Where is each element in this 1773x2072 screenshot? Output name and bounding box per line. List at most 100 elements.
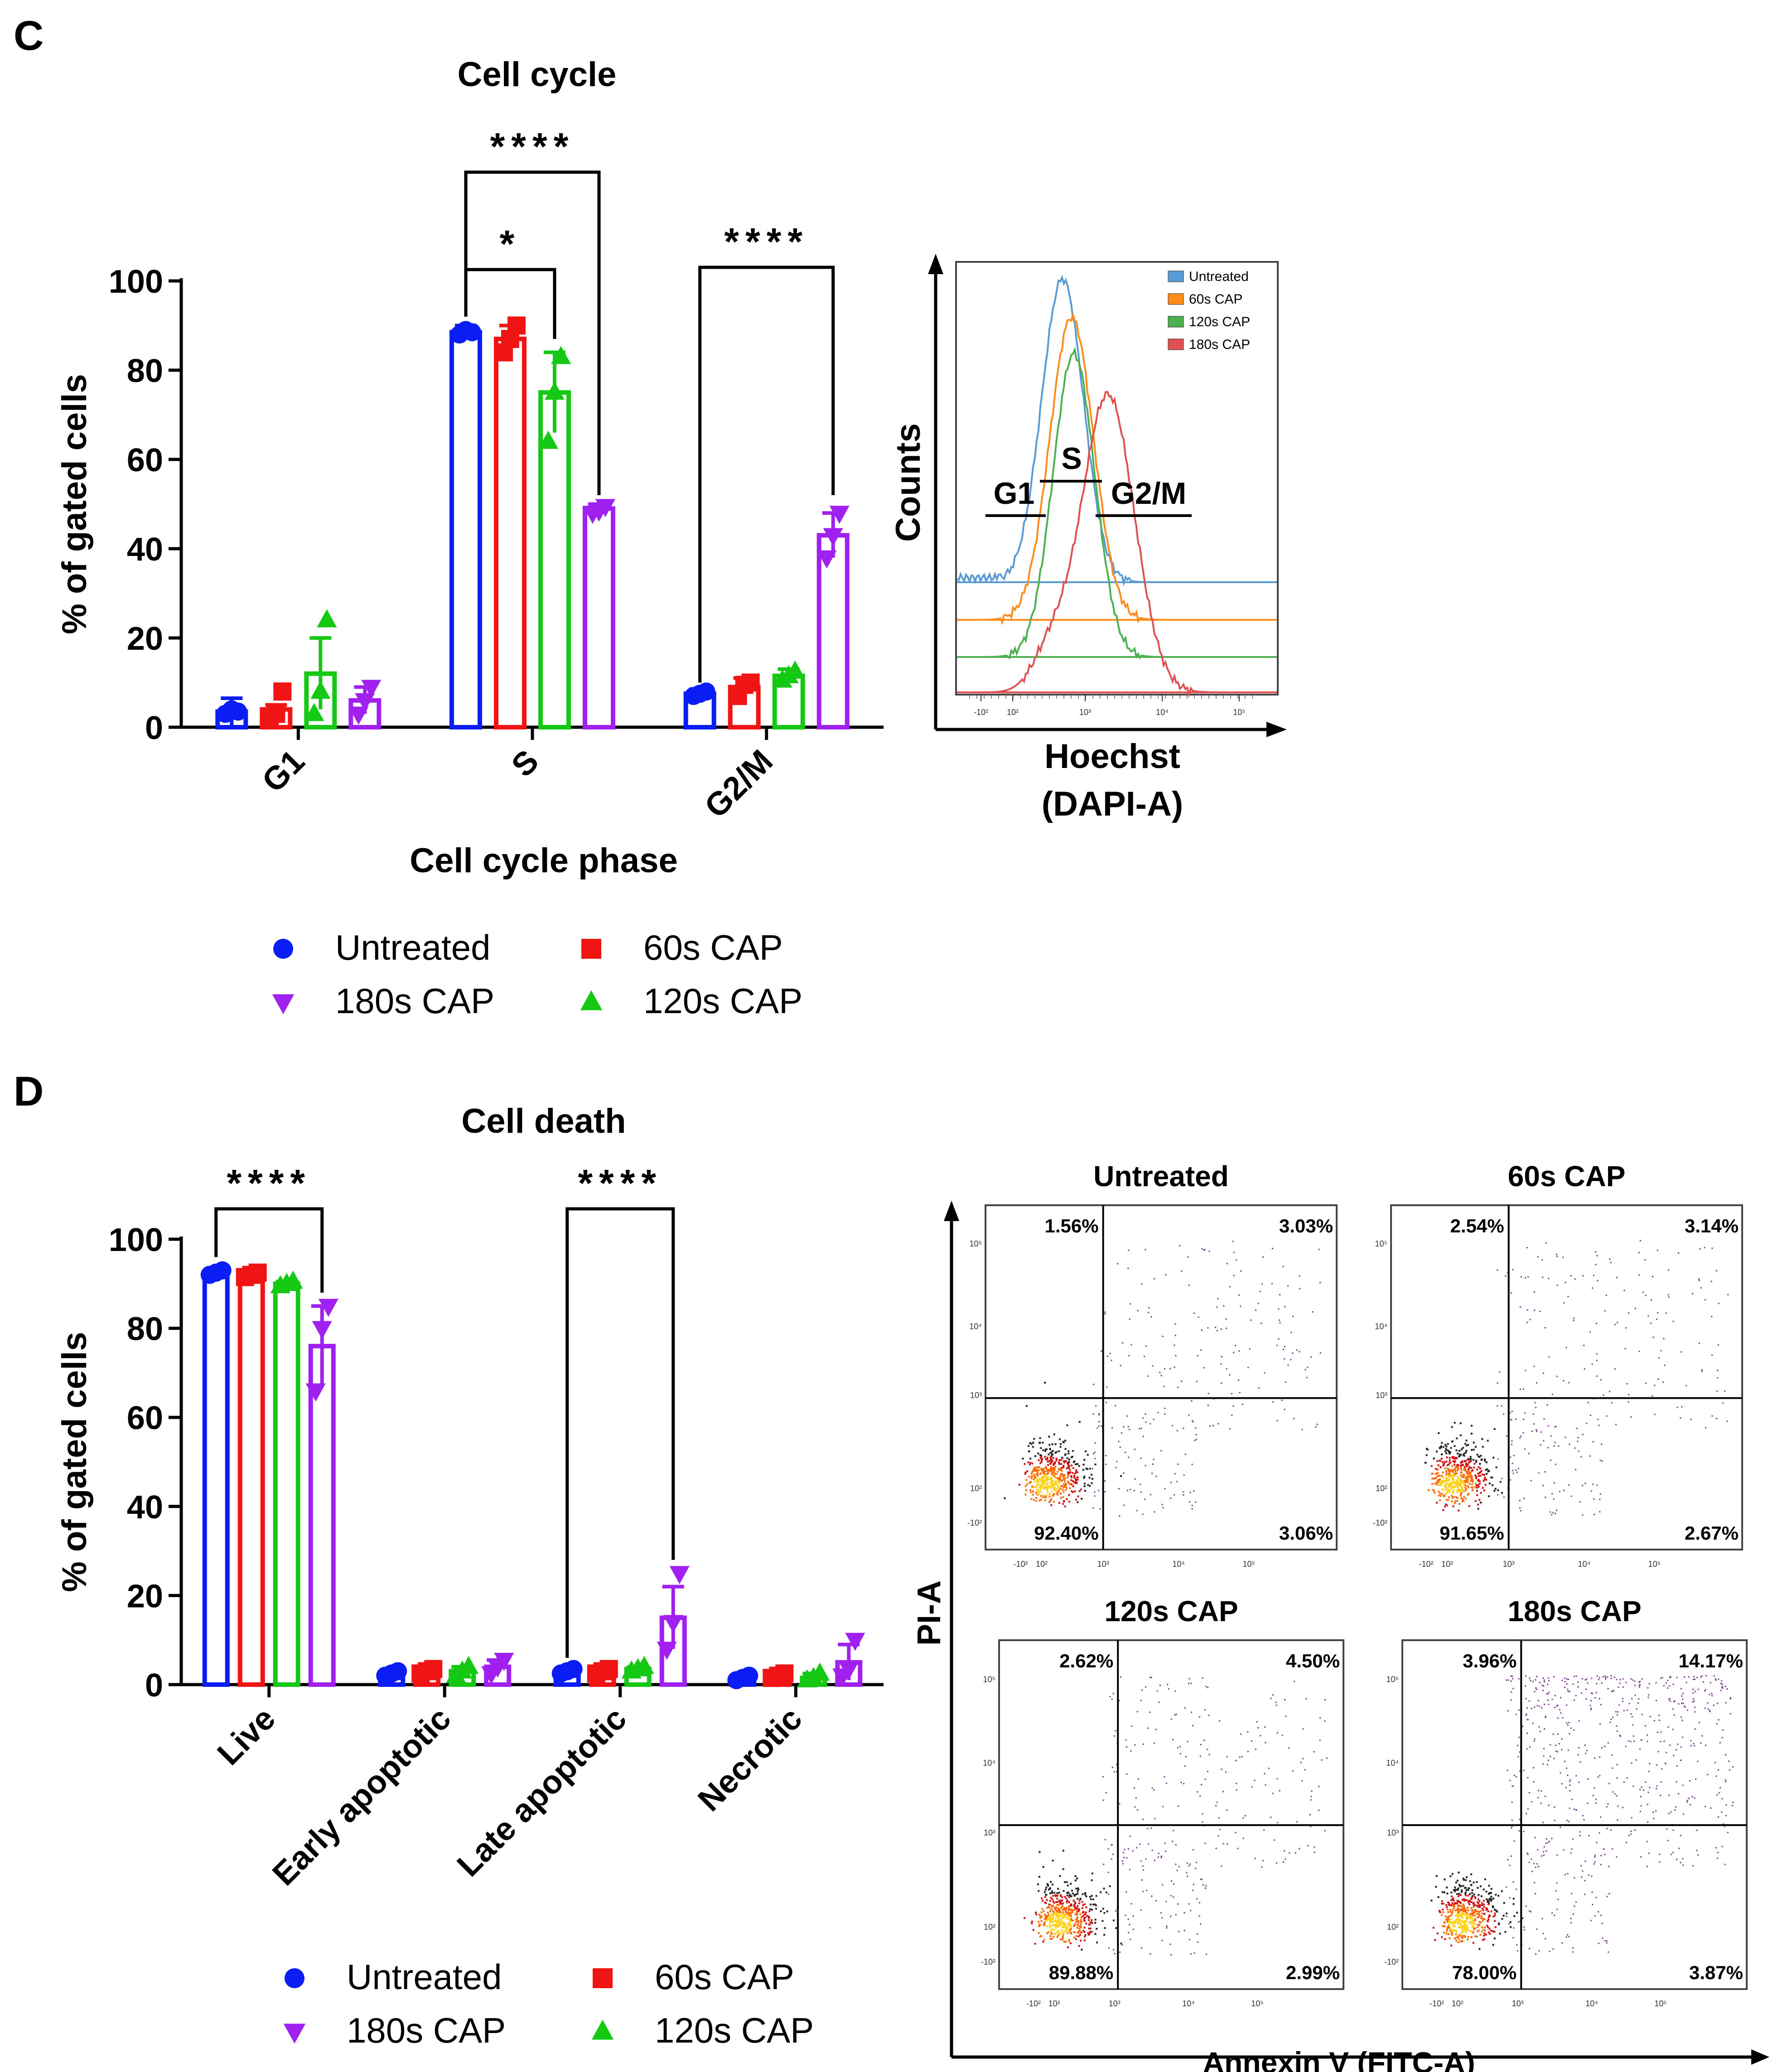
flow-dot — [1443, 1891, 1445, 1893]
flow-dot — [1049, 1482, 1052, 1484]
flow-dot — [1439, 1459, 1441, 1462]
flow-dot — [1051, 1478, 1053, 1480]
flow-dot — [1071, 1490, 1073, 1492]
flow-dot — [1077, 1476, 1079, 1478]
flow-dot-purple — [1605, 1294, 1607, 1296]
flow-dot — [1478, 1900, 1481, 1902]
flow-dot — [1435, 1886, 1437, 1888]
flow-dot — [1464, 1935, 1466, 1937]
flow-dot-purple — [1543, 1846, 1545, 1848]
flow-dot — [1442, 1481, 1444, 1483]
flow-dot — [1079, 1913, 1082, 1916]
flow-dot-purple — [1533, 1882, 1535, 1884]
flow-dot-purple — [1527, 1309, 1528, 1311]
flow-dot — [1042, 1449, 1044, 1451]
flow-dot-purple — [1705, 1806, 1706, 1807]
flow-dot-purple — [1565, 1704, 1567, 1706]
flow-dot — [1449, 1451, 1451, 1454]
flow-dot-purple — [1221, 1865, 1222, 1867]
flow-dot-purple — [1647, 1734, 1648, 1736]
flow-dot-purple — [1161, 1917, 1163, 1919]
flow-dot — [1442, 1446, 1444, 1448]
flow-dot-purple — [1628, 1835, 1630, 1836]
flow-dot-purple — [1521, 1276, 1522, 1278]
flow-dot-purple — [1174, 1494, 1175, 1496]
flow-dot-purple — [1607, 1742, 1609, 1744]
flow-dot-purple — [1637, 1702, 1639, 1704]
flow-dot — [1467, 1477, 1469, 1479]
flow-x-tick-label: -10² — [1419, 1560, 1433, 1569]
flow-dot-purple — [1567, 1678, 1569, 1680]
flow-dot-purple — [1646, 1866, 1648, 1868]
flow-dot — [1042, 1471, 1044, 1473]
flow-dot — [1472, 1920, 1474, 1922]
flow-dot-purple — [1597, 1280, 1599, 1281]
flow-dot-purple — [1242, 1404, 1244, 1405]
flow-dot-purple — [1523, 1497, 1525, 1499]
flow-dot — [1485, 1909, 1488, 1911]
flow-dot-purple — [1691, 1293, 1693, 1294]
flow-dot-purple — [1137, 1809, 1139, 1811]
flow-dot — [1032, 1446, 1034, 1448]
flow-dot — [1063, 1478, 1066, 1480]
flow-dot-purple — [1538, 1726, 1540, 1728]
flow-dot — [1068, 1913, 1070, 1915]
flow-dot — [1441, 1903, 1443, 1905]
flow-dot — [1440, 1495, 1442, 1497]
flow-dot — [1473, 1914, 1476, 1917]
flow-dot — [1449, 1909, 1451, 1911]
flow-dot-purple — [1542, 1484, 1544, 1486]
flow-dot — [1084, 1893, 1087, 1896]
cell-cycle-data-point — [348, 706, 369, 725]
flow-dot-purple — [1537, 1797, 1539, 1798]
flow-dot-purple — [1592, 1483, 1594, 1485]
flow-dot — [1458, 1934, 1460, 1937]
histogram-x-label-unit: (DAPI-A) — [1042, 785, 1183, 823]
flow-dot — [1060, 1467, 1063, 1469]
flow-dot — [1030, 1481, 1032, 1483]
flow-dot-purple — [1170, 1915, 1172, 1917]
flow-dot — [1495, 1893, 1497, 1896]
flow-dot — [1454, 1457, 1457, 1459]
flow-dot — [1465, 1927, 1467, 1929]
flow-dot-purple — [1566, 1722, 1568, 1724]
flow-dot-purple — [1616, 1679, 1618, 1681]
flow-dot — [1459, 1940, 1462, 1942]
flow-dot — [1075, 1893, 1077, 1895]
flow-dot — [1450, 1928, 1452, 1931]
flow-dot-purple — [1546, 1404, 1548, 1406]
flow-dot-purple — [1578, 1747, 1580, 1748]
flow-dot — [1452, 1474, 1454, 1477]
flow-dot-purple — [1205, 1887, 1207, 1889]
flow-dot — [1079, 1930, 1081, 1932]
flow-dot-purple — [1720, 1683, 1722, 1685]
flow-dot-purple — [1577, 1437, 1579, 1439]
flow-y-tick-label: 10⁴ — [983, 1758, 995, 1768]
flow-dot — [1059, 1488, 1062, 1490]
flow-dot-purple — [1555, 1890, 1557, 1892]
flow-dot-purple — [1658, 1719, 1660, 1721]
flow-dot-purple — [1711, 1354, 1713, 1356]
flow-dot-purple — [1547, 1693, 1549, 1695]
flow-dot — [1460, 1448, 1463, 1450]
flow-dot — [1453, 1489, 1455, 1491]
flow-dot — [1072, 1919, 1074, 1922]
flow-dot — [1446, 1920, 1448, 1922]
flow-dot-purple — [1524, 1929, 1526, 1931]
flow-dot-purple — [1718, 1719, 1720, 1721]
flow-dot-purple — [1126, 1490, 1128, 1492]
flow-dot-purple — [1557, 1717, 1559, 1719]
flow-dot-purple — [1507, 1710, 1509, 1712]
flow-dot-purple — [1553, 1758, 1555, 1759]
flow-dot — [1470, 1467, 1473, 1469]
flow-dot-purple — [1717, 1344, 1719, 1346]
flow-dot-purple — [1647, 1315, 1649, 1317]
flow-dot-purple — [1639, 1748, 1641, 1750]
flow-dot — [1451, 1477, 1453, 1479]
flow-dot-purple — [1525, 1813, 1527, 1815]
flow-dot-purple — [1324, 1830, 1326, 1832]
flow-dot — [1480, 1502, 1482, 1504]
flow-dot — [1447, 1499, 1449, 1501]
flow-dot-purple — [1681, 1406, 1683, 1408]
flow-dot-purple — [1660, 1731, 1662, 1733]
